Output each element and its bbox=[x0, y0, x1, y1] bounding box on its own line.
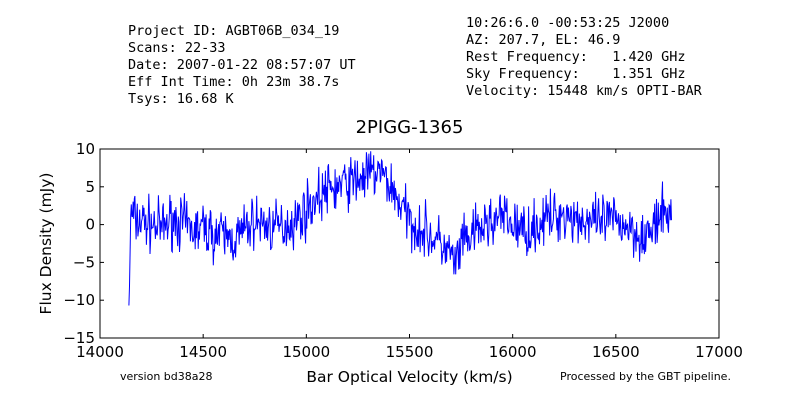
velocity-text: Velocity: 15448 km/s OPTI-BAR bbox=[466, 83, 703, 99]
y-tick-label: 10 bbox=[76, 140, 95, 158]
x-axis-label: Bar Optical Velocity (km/s) bbox=[306, 368, 512, 386]
x-tick-label: 17000 bbox=[695, 343, 743, 361]
y-tick-label: −10 bbox=[63, 291, 95, 309]
x-tick-label: 16500 bbox=[592, 343, 640, 361]
coordinates-text: 10:26:6.0 -00:53:25 J2000 bbox=[466, 15, 669, 31]
x-tick-label: 14000 bbox=[76, 343, 124, 361]
pipeline-text: Processed by the GBT pipeline. bbox=[560, 370, 731, 383]
plot-frame bbox=[99, 148, 720, 339]
x-tick-label: 14500 bbox=[179, 343, 227, 361]
date-text: Date: 2007-01-22 08:57:07 UT bbox=[128, 57, 356, 73]
x-tick-label: 15500 bbox=[386, 343, 434, 361]
series-line bbox=[128, 151, 672, 306]
project-id-text: Project ID: AGBT06B_034_19 bbox=[128, 23, 339, 39]
tsys-text: Tsys: 16.68 K bbox=[128, 91, 235, 107]
int-time-text: Eff Int Time: 0h 23m 38.7s bbox=[128, 74, 339, 90]
y-tick-label: −15 bbox=[63, 329, 95, 347]
plot-area: 14000 14500 15000 15500 16000 16500 17000 −15 −1… bbox=[63, 140, 743, 361]
rest-frequency-text: Rest Frequency: 1.420 GHz bbox=[466, 49, 685, 65]
sky-frequency-text: Sky Frequency: 1.351 GHz bbox=[466, 66, 685, 82]
y-axis-label: Flux Density (mJy) bbox=[37, 173, 55, 315]
pointing-info: 10:26:6.0 -00:53:25 J2000 AZ: 207.7, EL:… bbox=[466, 15, 703, 99]
observation-info: Project ID: AGBT06B_034_19 Scans: 22-33 … bbox=[128, 23, 356, 107]
version-text: version bd38a28 bbox=[120, 370, 213, 383]
x-tick-label: 16000 bbox=[489, 343, 537, 361]
x-tick-label: 15000 bbox=[282, 343, 330, 361]
axis-ticks: 14000 14500 15000 15500 16000 16500 17000 −15 −1… bbox=[63, 140, 743, 361]
y-tick-label: 0 bbox=[85, 216, 95, 234]
az-el-text: AZ: 207.7, EL: 46.9 bbox=[466, 32, 620, 48]
y-tick-label: 5 bbox=[85, 178, 95, 196]
scans-text: Scans: 22-33 bbox=[128, 40, 226, 56]
y-tick-label: −5 bbox=[73, 253, 95, 271]
chart-title: 2PIGG-1365 bbox=[356, 117, 464, 138]
